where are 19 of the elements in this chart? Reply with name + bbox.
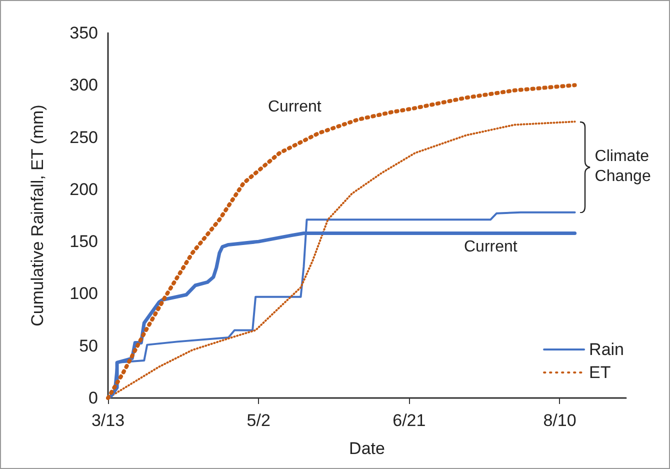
- annotation: Climate Change: [594, 147, 652, 187]
- x-tick-label: 3/13: [91, 411, 125, 430]
- legend-label: ET: [589, 363, 611, 382]
- y-tick-label: 350: [70, 24, 98, 42]
- y-axis-title: Cumulative Rainfall, ET (mm): [28, 104, 47, 326]
- x-tick-label: 5/2: [246, 411, 270, 430]
- annotation: Current: [268, 98, 322, 116]
- annotation: Current: [464, 238, 518, 256]
- x-tick-label: 6/21: [392, 411, 426, 430]
- y-tick-label: 50: [79, 336, 98, 356]
- y-tick-label: 200: [70, 180, 98, 199]
- y-tick-label: 250: [70, 128, 98, 147]
- y-tick-label: 100: [70, 284, 98, 304]
- y-tick-label: 0: [88, 388, 98, 408]
- legend-label: Rain: [589, 340, 624, 359]
- x-axis-title: Date: [349, 439, 385, 458]
- y-tick-label: 300: [70, 76, 98, 95]
- x-tick-label: 8/10: [543, 411, 576, 430]
- y-tick-label: 150: [70, 232, 98, 252]
